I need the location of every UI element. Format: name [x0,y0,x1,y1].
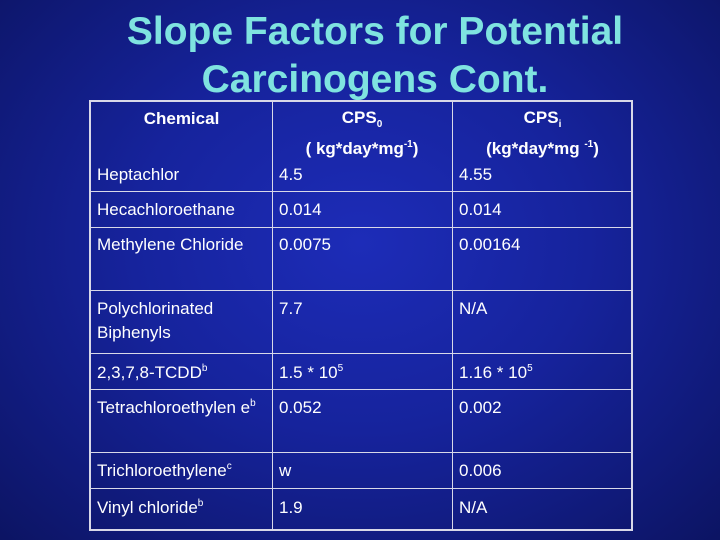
table-row-chemical: 2,3,7,8-TCDDb [97,363,208,382]
table-row-oral-value: 7.7 [279,299,303,318]
header-cps-oral-units: ( kg*day*mg-1) [305,139,419,158]
table-row-inhalation-value: N/A [459,299,488,318]
table-row-chemical: Heptachlor [97,165,180,184]
row-divider [91,227,631,228]
title-line-2: Carcinogens Cont. [201,58,549,101]
table-row-inhalation-value: 0.00164 [459,235,521,254]
slide-title: Slope Factors for Potential Carcinogens … [0,8,720,104]
table-row-chemical: Polychlorinated Biphenyls [97,299,214,342]
table-row-inhalation-value: 4.55 [459,165,493,184]
table-row-oral-value: 1.5 * 105 [279,363,344,382]
row-divider [91,452,631,453]
table-row-oral-value: 0.052 [279,398,322,417]
slope-factor-table: Chemical CPS0 ( kg*day*mg-1) CPSi (kg*da… [89,100,633,531]
table-row-inhalation-value: 0.006 [459,461,502,480]
table-row-chemical: Trichloroethylenec [97,461,232,480]
table-row-chemical: Tetrachloroethylen eb [97,398,256,417]
table-row-oral-value: 1.9 [279,498,303,517]
table-row-inhalation-value: 0.002 [459,398,502,417]
table-row-oral-value: 0.0075 [279,235,331,254]
row-divider [91,191,631,192]
header-cps-inhalation-units: (kg*day*mg -1) [486,139,599,158]
title-line-1: Slope Factors for Potential [126,10,624,53]
table-row-inhalation-value: 0.014 [459,200,502,219]
row-divider [91,488,631,489]
table-row-chemical: Vinyl chlorideb [97,498,204,517]
table-row-oral-value: 4.5 [279,165,303,184]
header-chemical: Chemical [143,109,220,128]
row-divider [91,353,631,354]
row-divider [91,389,631,390]
header-cps-inhalation: CPSi [523,108,562,130]
table-row-oral-value: 0.014 [279,200,322,219]
table-row-chemical: Hecachloroethane [97,200,235,219]
row-divider [91,290,631,291]
table-row-inhalation-value: 1.16 * 105 [459,363,533,382]
column-divider [452,102,453,529]
table-row-inhalation-value: N/A [459,498,488,517]
table-row-chemical: Methylene Chloride [97,235,244,254]
header-cps-oral: CPS0 [341,108,383,130]
column-divider [272,102,273,529]
table-row-oral-value: w [279,461,292,480]
